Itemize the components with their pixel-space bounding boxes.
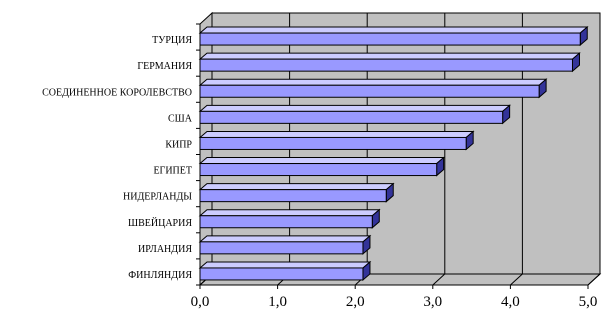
bar-front <box>199 110 504 124</box>
bar-top <box>198 78 548 86</box>
bar-top <box>198 157 446 165</box>
bar-top <box>198 130 475 138</box>
bar-top <box>198 209 381 217</box>
bar-top <box>198 261 372 269</box>
x-tick-label: 1,0 <box>268 294 287 310</box>
bar <box>198 25 589 47</box>
category-label: США <box>168 113 193 124</box>
chart-bars <box>198 25 589 282</box>
bar-front <box>199 58 573 72</box>
category-label: ИРЛАНДИЯ <box>138 244 192 255</box>
category-label: СОЕДИНЕННОЕ КОРОЛЕВСТВО <box>42 87 192 98</box>
category-labels: ТУРЦИЯ ГЕРМАНИЯ СОЕДИНЕННОЕ КОРОЛЕВСТВО США… <box>42 23 200 286</box>
category-label: ФИНЛЯНДИЯ <box>128 270 192 281</box>
bar <box>198 156 446 177</box>
x-tick-label: 2,0 <box>346 294 365 310</box>
bar <box>198 182 395 203</box>
bar <box>198 52 581 73</box>
x-axis-ticks: 0,0 1,0 2,0 3,0 4,0 5,0 <box>191 285 598 310</box>
x-tick-label: 4,0 <box>501 294 520 310</box>
bar <box>198 78 548 99</box>
bar-front <box>199 163 438 177</box>
bar-top <box>198 183 395 191</box>
category-label: ТУРЦИЯ <box>152 35 192 46</box>
bar-top <box>198 52 581 60</box>
bar <box>198 104 511 125</box>
category-label: КИПР <box>165 139 192 150</box>
bar-front <box>199 84 540 98</box>
bar-front <box>199 189 387 203</box>
floor-gridline <box>510 273 523 286</box>
category-label: ГЕРМАНИЯ <box>137 61 192 72</box>
x-tick-label: 3,0 <box>423 294 442 310</box>
bar-front <box>199 267 364 281</box>
bar-front <box>199 32 581 46</box>
bar <box>198 208 381 229</box>
x-tick-label: 5,0 <box>579 294 598 310</box>
bar <box>198 234 372 255</box>
bar <box>198 130 475 151</box>
category-label: ЕГИПЕТ <box>153 166 192 177</box>
bar-top <box>198 104 511 112</box>
bar-front <box>199 215 373 229</box>
category-label: ШВЕЙЦАРИЯ <box>128 217 192 229</box>
bar-front <box>199 241 364 255</box>
category-label: НИДЕРЛАНДЫ <box>123 192 192 203</box>
bar-top <box>198 26 589 34</box>
x-tick-label: 0,0 <box>191 294 210 310</box>
bar <box>198 260 372 282</box>
bar-top <box>198 235 372 243</box>
floor-gridline <box>432 273 446 286</box>
floor-gridline <box>587 273 601 286</box>
bar-front <box>199 136 467 150</box>
